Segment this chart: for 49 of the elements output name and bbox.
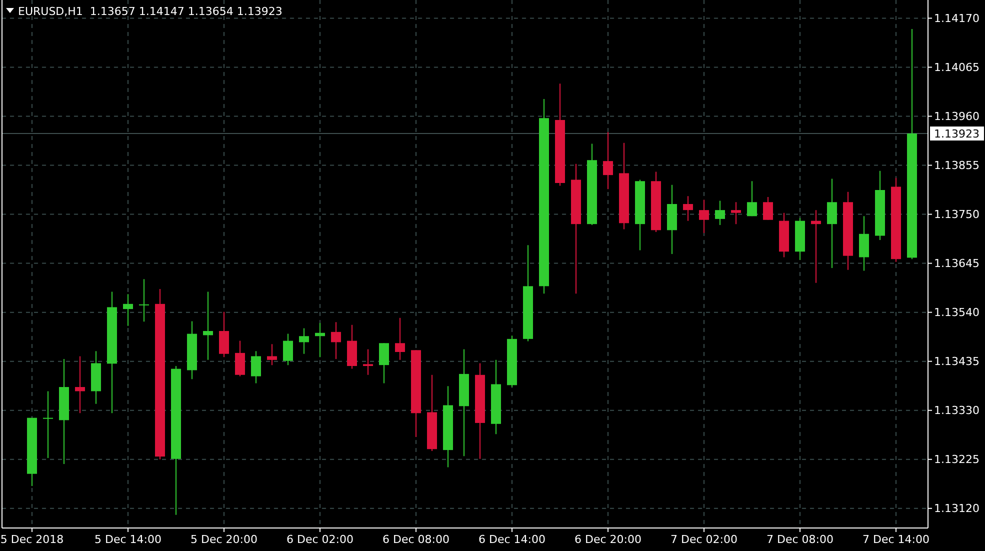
x-tick-label: 5 Dec 20:00	[190, 533, 258, 546]
y-tick-label: 1.13120	[934, 502, 980, 516]
candlestick	[283, 333, 293, 366]
x-tick-label: 7 Dec 08:00	[766, 533, 834, 546]
candlestick	[747, 180, 757, 217]
candlestick	[267, 344, 277, 366]
text: EURUSD,H1 1.13657 1.14147 1.13654 1.13923	[18, 5, 282, 18]
y-tick-label: 1.13645	[934, 257, 980, 270]
candlestick	[731, 202, 741, 225]
y-tick-label: 1.14065	[934, 61, 980, 74]
y-tick-label: 1.13330	[934, 404, 980, 418]
candlestick	[203, 291, 213, 360]
candlestick	[331, 322, 341, 360]
ref-line-label: 1.13923	[934, 127, 980, 140]
candlestick	[683, 196, 693, 222]
candlestick	[139, 278, 149, 322]
x-tick-label: 6 Dec 08:00	[382, 533, 450, 546]
candlestick	[811, 210, 821, 284]
candlestick	[315, 322, 325, 358]
x-tick-label: 7 Dec 02:00	[670, 533, 738, 546]
x-tick-label: 5 Dec 2018	[0, 533, 64, 546]
candlestick	[763, 196, 773, 220]
candlestick	[859, 216, 869, 272]
candlestick	[123, 294, 133, 326]
candlestick	[603, 132, 613, 190]
candlestick	[363, 348, 373, 376]
x-tick-label: 5 Dec 14:00	[94, 533, 162, 546]
candlestick	[379, 342, 389, 384]
x-tick-label: 6 Dec 02:00	[286, 533, 354, 546]
y-tick-label: 1.13540	[934, 306, 980, 320]
candlestick	[299, 328, 309, 354]
x-tick-label: 7 Dec 14:00	[862, 533, 930, 546]
y-tick-label: 1.13225	[934, 453, 980, 466]
x-tick-label: 6 Dec 14:00	[478, 533, 546, 546]
y-tick-label: 1.14170	[934, 12, 980, 26]
y-tick-label: 1.13960	[934, 110, 980, 124]
candlestick	[395, 317, 405, 360]
candlestick	[715, 200, 725, 226]
candlestick	[827, 178, 837, 268]
candlestick	[699, 199, 709, 234]
y-tick-label: 1.13855	[934, 159, 980, 172]
candlestick	[235, 340, 245, 377]
x-tick-label: 6 Dec 20:00	[574, 533, 642, 546]
y-tick-label: 1.13435	[934, 355, 980, 368]
candlestick	[219, 311, 229, 358]
y-tick-label: 1.13750	[934, 208, 980, 222]
candlestick	[43, 390, 53, 458]
candlestick	[75, 356, 85, 414]
candlestick	[251, 350, 261, 384]
